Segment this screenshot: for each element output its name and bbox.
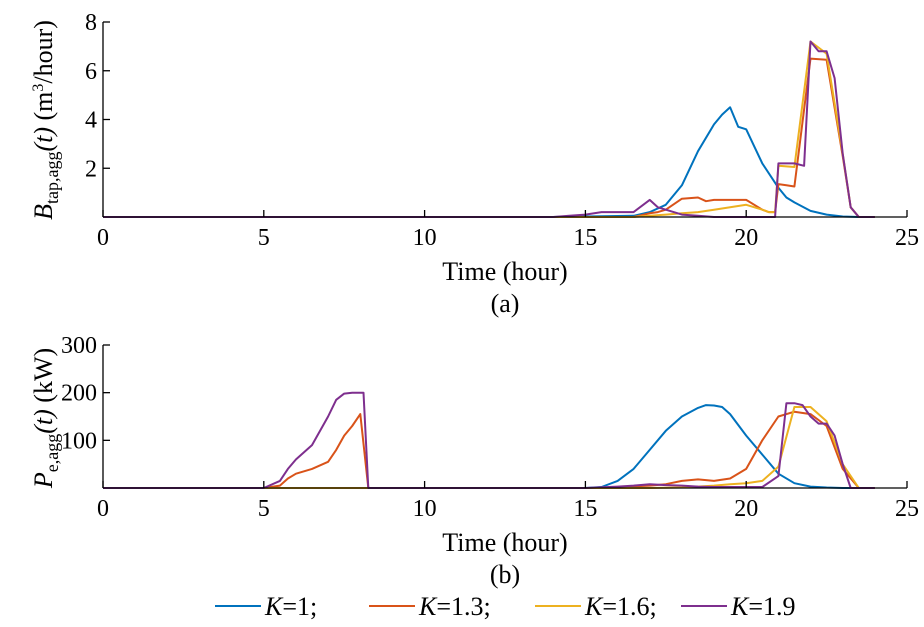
x-tick-label-a: 25	[895, 225, 919, 251]
series-line-a-2	[103, 57, 875, 218]
ylabel-a-arg: (t)	[29, 127, 58, 152]
ylabel-a-unit-pre: (m	[29, 92, 58, 121]
ylabel-b-subscript: e,agg	[42, 434, 62, 472]
series-line-a-4	[103, 40, 875, 218]
series-line-b-4	[103, 391, 875, 489]
panel-b-ylabel: Pe,agg(t) (kW)	[29, 348, 62, 489]
panel-a-caption: (a)	[491, 289, 520, 318]
ylabel-a-symbol: B	[29, 204, 58, 220]
series-line-a-3	[103, 40, 875, 218]
ylabel-a-unit-post: /hour)	[29, 20, 58, 84]
x-tick-label-a: 15	[573, 225, 597, 251]
x-tick-label-b: 0	[97, 496, 109, 522]
legend-label-3: K=1.6;	[584, 592, 657, 621]
x-tick-label-b: 20	[734, 496, 758, 522]
y-tick-label-a: 6	[85, 59, 97, 85]
ylabel-b-arg: (t)	[29, 409, 58, 434]
x-tick-label-a: 10	[413, 225, 437, 251]
x-tick-label-b: 25	[895, 496, 919, 522]
panel-b-caption: (b)	[490, 560, 520, 589]
y-tick-label-b: 200	[61, 381, 97, 407]
y-tick-label-a: 8	[85, 10, 97, 36]
ylabel-b-unit: (kW)	[29, 348, 58, 403]
y-tick-label-a: 4	[85, 108, 97, 134]
y-tick-label-a: 2	[85, 156, 97, 182]
panel-a-ylabel: Btap,agg(t) (m3/hour)	[29, 20, 62, 220]
legend-label-2: K=1.3;	[418, 592, 491, 621]
panel-a-xlabel: Time (hour)	[442, 257, 567, 286]
ylabel-a-unit-sup: 3	[30, 84, 47, 92]
y-tick-label-b: 300	[61, 333, 97, 359]
x-tick-label-b: 5	[258, 496, 270, 522]
x-tick-label-a: 5	[258, 225, 270, 251]
x-tick-label-a: 0	[97, 225, 109, 251]
y-tick-label-b: 100	[61, 428, 97, 454]
legend-label-1: K=1;	[264, 592, 317, 621]
legend: K=1; K=1.3; K=1.6; K=1.9	[215, 592, 796, 621]
panel-a: Btap,agg(t) (m3/hour) Time (hour) (a) 0 5…	[29, 10, 919, 318]
series-line-b-1	[103, 404, 875, 489]
x-tick-label-b: 10	[413, 496, 437, 522]
panel-b: Pe,agg(t) (kW) Time (hour) (b) 0 5 10 15 20 2…	[29, 333, 919, 589]
ylabel-a-subscript: tap,agg	[42, 152, 62, 204]
panel-b-xlabel: Time (hour)	[442, 528, 567, 557]
series-line-a-1	[103, 106, 875, 218]
ylabel-b-symbol: P	[29, 472, 58, 489]
legend-label-4: K=1.9	[730, 592, 796, 621]
x-tick-label-b: 15	[573, 496, 597, 522]
x-tick-label-a: 20	[734, 225, 758, 251]
